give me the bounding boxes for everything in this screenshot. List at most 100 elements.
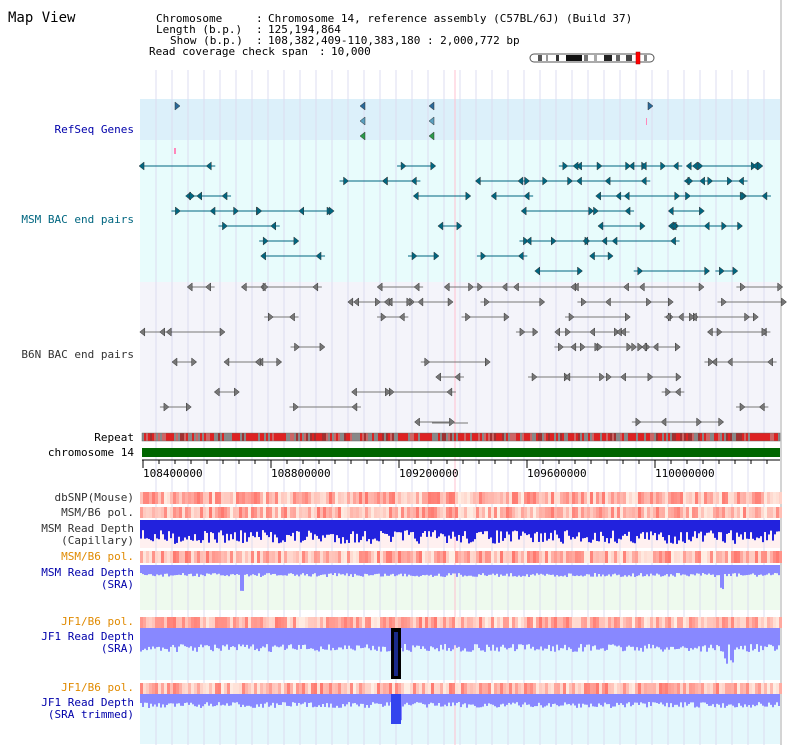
msm-cap-depth-bar bbox=[554, 520, 556, 531]
jf1-sra-depth-bar bbox=[582, 628, 584, 652]
msm-pol-cell bbox=[536, 507, 539, 518]
jf1-pol-cell bbox=[596, 617, 599, 628]
repeat-segment bbox=[210, 433, 212, 441]
track-label-msm-bac[interactable]: MSM BAC end pairs bbox=[21, 213, 134, 226]
msm-cap-depth-bar bbox=[306, 520, 308, 537]
msm-cap-depth-bar bbox=[236, 520, 238, 541]
msm-sra-depth-bar bbox=[718, 565, 720, 576]
msm-sra-depth-bar bbox=[668, 565, 670, 577]
msm-pol-cell bbox=[233, 551, 236, 563]
msm-sra-depth-bar bbox=[734, 565, 736, 574]
repeat-segment bbox=[250, 433, 252, 441]
dbsnp-cell bbox=[332, 492, 335, 504]
msm-cap-depth-bar bbox=[354, 520, 356, 543]
jf1-pol-cell bbox=[173, 617, 176, 628]
msm-cap-depth-bar bbox=[774, 520, 776, 535]
msm-pol-cell bbox=[254, 551, 257, 563]
msm-sra-depth-bar bbox=[560, 565, 562, 576]
msm-sra-depth-bar bbox=[410, 565, 412, 576]
jf1-pol-cell bbox=[254, 683, 257, 694]
chromosome-ideogram[interactable] bbox=[529, 51, 655, 65]
msm-pol-cell bbox=[584, 507, 587, 518]
jf1-pol-cell bbox=[572, 617, 575, 628]
msm-cap-depth-bar bbox=[428, 520, 430, 532]
b6n-bac-end bbox=[503, 312, 510, 322]
msm-sra-depth-bar bbox=[148, 565, 150, 575]
jf1-sra-depth-bar bbox=[310, 628, 312, 649]
dbsnp-cell bbox=[188, 492, 191, 504]
dbsnp-cell bbox=[305, 492, 308, 504]
jf1-trim-depth-bar bbox=[166, 694, 168, 705]
msm-pol-cell bbox=[713, 507, 716, 518]
repeat-segment bbox=[350, 433, 352, 441]
jf1-pol-cell bbox=[611, 617, 614, 628]
msm-pol-cell bbox=[692, 507, 695, 518]
msm-sra-depth-bar bbox=[492, 565, 494, 574]
msm-pol-cell bbox=[569, 551, 572, 563]
msm-cap-depth-bar bbox=[324, 520, 326, 538]
msm-sra-depth-bar bbox=[662, 565, 664, 577]
b6n-bac-end bbox=[761, 327, 768, 337]
jf1-pol-cell bbox=[503, 683, 506, 694]
jf1-pol-cell bbox=[368, 617, 371, 628]
track-label-b6n-bac[interactable]: B6N BAC end pairs bbox=[21, 348, 134, 361]
msm-pol-cell bbox=[737, 551, 740, 563]
repeat-segment bbox=[510, 433, 512, 441]
jf1-pol-cell bbox=[158, 683, 161, 694]
msm-pol-cell bbox=[260, 551, 263, 563]
dbsnp-cell bbox=[233, 492, 236, 504]
b6n-bac-end bbox=[674, 387, 681, 397]
msm-pol-cell bbox=[257, 507, 260, 518]
msm-sra-depth-bar bbox=[452, 565, 454, 574]
jf1-trim-depth-bar bbox=[246, 694, 248, 706]
jf1-pol-cell bbox=[278, 683, 281, 694]
jf1-sra-depth-bar bbox=[278, 628, 280, 648]
jf1-trim-depth-bar bbox=[372, 694, 374, 703]
msm-cap-depth-bar bbox=[382, 520, 384, 534]
b6n-bac-end bbox=[532, 327, 539, 337]
jf1-pol-cell bbox=[512, 683, 515, 694]
jf1-pol-cell bbox=[608, 617, 611, 628]
repeat-segment bbox=[656, 433, 658, 441]
msm-sra-depth-bar bbox=[756, 565, 758, 577]
jf1-trim-depth-bar bbox=[382, 694, 384, 707]
dbsnp-cell bbox=[389, 492, 392, 504]
jf1-sra-depth-bar bbox=[632, 628, 634, 647]
track-label-jf1-depth-sra: JF1 Read Depth bbox=[41, 630, 134, 643]
msm-sra-depth-bar bbox=[150, 565, 152, 575]
jf1-sra-depth-bar bbox=[296, 628, 298, 650]
jf1-sra-depth-bar bbox=[712, 628, 714, 649]
jf1-sra-depth-bar bbox=[440, 628, 442, 645]
msm-pol-cell bbox=[584, 551, 587, 563]
msm-pol-cell bbox=[527, 507, 530, 518]
msm-pol-cell bbox=[428, 551, 431, 563]
jf1-sra-depth-bar bbox=[686, 628, 688, 649]
jf1-sra-depth-bar bbox=[238, 628, 240, 645]
jf1-sra-depth-bar bbox=[368, 628, 370, 649]
jf1-pol-cell bbox=[398, 683, 401, 694]
jf1-pol-cell bbox=[545, 683, 548, 694]
repeat-segment bbox=[598, 433, 600, 441]
msm-pol-cell bbox=[644, 551, 647, 563]
jf1-sra-depth-bar bbox=[184, 628, 186, 647]
jf1-trim-depth-bar bbox=[378, 694, 380, 704]
msm-pol-cell bbox=[524, 551, 527, 563]
jf1-trim-depth-bar bbox=[564, 694, 566, 703]
msm-cap-depth-bar bbox=[536, 520, 538, 532]
msm-bac-end bbox=[524, 176, 531, 186]
msm-cap-depth-bar bbox=[432, 520, 434, 533]
dbsnp-cell bbox=[443, 492, 446, 504]
msm-bac-end bbox=[604, 176, 611, 186]
msm-cap-depth-bar bbox=[564, 520, 566, 532]
dbsnp-cell bbox=[167, 492, 170, 504]
msm-pol-cell bbox=[398, 507, 401, 518]
msm-cap-depth-bar bbox=[510, 520, 512, 542]
msm-cap-depth-bar bbox=[358, 520, 360, 543]
msm-cap-depth-bar bbox=[490, 520, 492, 538]
msm-cap-depth-bar bbox=[764, 520, 766, 533]
jf1-pol-cell bbox=[314, 617, 317, 628]
track-label-refseq[interactable]: RefSeq Genes bbox=[54, 123, 134, 136]
jf1-pol-cell bbox=[329, 617, 332, 628]
msm-sra-depth-bar bbox=[628, 565, 630, 576]
